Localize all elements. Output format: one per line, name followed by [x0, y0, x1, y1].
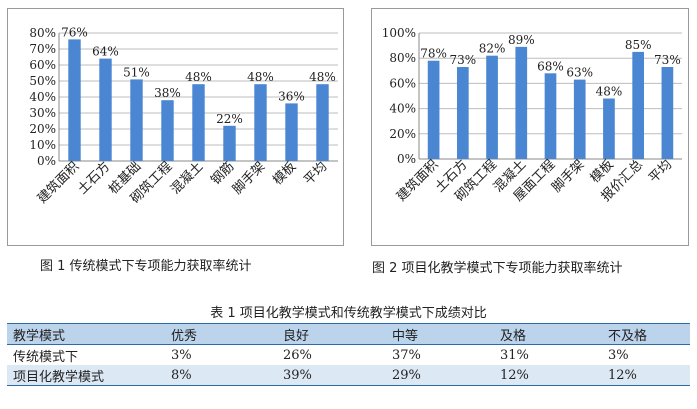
chart1-x-tick-label: 混凝土 — [167, 159, 206, 198]
chart1-x-tick-label: 模板 — [270, 159, 299, 188]
chart1-data-label: 76% — [61, 25, 88, 39]
chart2-y-tick-label: 100% — [382, 26, 416, 40]
chart2-x-tick-label: 脚手架 — [549, 157, 588, 196]
chart1-bar — [161, 100, 174, 161]
table-cell: 12% — [602, 365, 690, 386]
chart1-bar — [316, 84, 329, 161]
chart1-y-tick-label: 20% — [29, 122, 56, 136]
table-row: 传统模式下 3% 26% 37% 31% 3% — [7, 344, 690, 365]
chart2-data-label: 68% — [537, 59, 564, 73]
table-header-row: 教学模式 优秀 良好 中等 及格 不及格 — [7, 323, 690, 345]
chart2-y-tick-label: 80% — [389, 51, 416, 65]
table-cell: 8% — [165, 365, 277, 386]
header-cell: 教学模式 — [7, 323, 165, 345]
chart1-y-tick-label: 10% — [29, 138, 56, 152]
chart-traditional-mode: 0% 10% 20% 30% 40% 50% 60% 70% 80% 76% 建筑面积 64% 土石方 5… — [7, 8, 344, 246]
table-title: 表 1 项目化教学模式和传统教学模式下成绩对比 — [210, 306, 487, 321]
chart2-bar — [427, 60, 440, 159]
chart2-y-tick-label: 40% — [389, 102, 416, 116]
chart2-bar — [515, 46, 528, 159]
chart1-bar — [192, 84, 205, 161]
chart1-x-tick-label: 脚手架 — [229, 159, 268, 198]
table-cell: 12% — [494, 365, 602, 386]
chart2-data-label: 63% — [566, 66, 593, 80]
chart1-bar — [130, 79, 143, 161]
chart1-data-label: 48% — [185, 70, 212, 84]
chart1-data-label: 51% — [123, 65, 150, 79]
table-cell: 37% — [386, 344, 494, 365]
chart2-bar — [544, 73, 557, 159]
chart1-data-label: 22% — [216, 112, 243, 126]
chart1-y-tick-label: 50% — [29, 74, 56, 88]
chart2-data-label: 73% — [654, 53, 681, 67]
chart1-x-tick-label: 平均 — [301, 159, 330, 188]
chart1-y-tick-label: 40% — [29, 90, 56, 104]
chart2-bar — [456, 67, 469, 159]
chart2-bar — [486, 55, 498, 159]
table-cell: 31% — [494, 344, 602, 365]
chart1-data-label: 48% — [247, 70, 274, 84]
chart2-y-tick-label: 60% — [389, 76, 416, 90]
chart1-bar — [68, 39, 81, 161]
header-cell: 不及格 — [602, 323, 690, 345]
chart1-bar — [285, 103, 298, 161]
chart1-y-tick-label: 80% — [29, 26, 56, 40]
chart2-data-label: 85% — [625, 38, 652, 52]
chart1-svg: 0%10%20%30%40%50%60%70%80% 76%建筑面积64%土石方5… — [29, 25, 338, 207]
table-cell: 39% — [277, 365, 386, 386]
table-cell: 3% — [602, 344, 690, 365]
chart1-y-tick-label: 60% — [29, 58, 56, 72]
chart2-bar — [661, 67, 674, 159]
chart1-y-tick-label: 30% — [29, 106, 56, 120]
chart2-x-tick-label: 平均 — [646, 157, 675, 186]
table-cell: 26% — [277, 344, 386, 365]
figure2-caption: 图 2 项目化教学模式下专项能力获取率统计 — [372, 261, 623, 276]
table-cell: 29% — [386, 365, 494, 386]
chart2-y-tick-label: 0% — [397, 152, 416, 166]
chart2-bar — [573, 79, 586, 159]
chart2-y-tick-label: 20% — [389, 127, 416, 141]
table-cell: 项目化教学模式 — [7, 365, 165, 386]
chart1-bar — [254, 84, 267, 161]
chart2-data-label: 82% — [479, 42, 506, 56]
chart1-data-label: 48% — [309, 70, 336, 84]
header-cell: 中等 — [386, 323, 494, 345]
header-cell: 及格 — [494, 323, 602, 345]
chart2-data-label: 89% — [508, 33, 535, 47]
chart2-data-label: 48% — [596, 85, 623, 99]
chart1-bar — [223, 125, 236, 161]
chart2-svg: 0%20%40%60%80%100%78%建筑面积73%土石方82%砌筑工程89… — [382, 26, 682, 205]
chart1-y-tick-label: 70% — [29, 42, 56, 56]
chart2-data-label: 73% — [449, 53, 476, 67]
chart1-data-label: 38% — [154, 86, 181, 100]
header-cell: 优秀 — [165, 323, 277, 345]
table-row: 项目化教学模式 8% 39% 29% 12% 12% — [7, 365, 690, 386]
figure1-caption: 图 1 传统模式下专项能力获取率统计 — [40, 259, 252, 274]
grade-comparison-table: 教学模式 优秀 良好 中等 及格 不及格 传统模式下 3% 26% 37% 31… — [7, 323, 690, 386]
chart1-x-tick-label: 土石方 — [74, 159, 113, 198]
chart2-data-label: 78% — [420, 47, 447, 61]
header-cell: 良好 — [277, 323, 386, 345]
chart1-data-label: 64% — [92, 45, 119, 59]
chart2-bar — [632, 51, 645, 159]
chart1-bar — [99, 58, 112, 161]
chart-project-mode: 0% 20% 40% 60% 80% 100% 78% 建筑面积 73% 土石方 82% 砌筑工程 89… — [371, 8, 689, 246]
table-cell: 3% — [165, 344, 277, 365]
chart1-y-tick-label: 0% — [37, 154, 56, 168]
table-cell: 传统模式下 — [7, 344, 165, 365]
chart2-bar — [603, 98, 615, 159]
chart1-data-label: 36% — [278, 89, 305, 103]
